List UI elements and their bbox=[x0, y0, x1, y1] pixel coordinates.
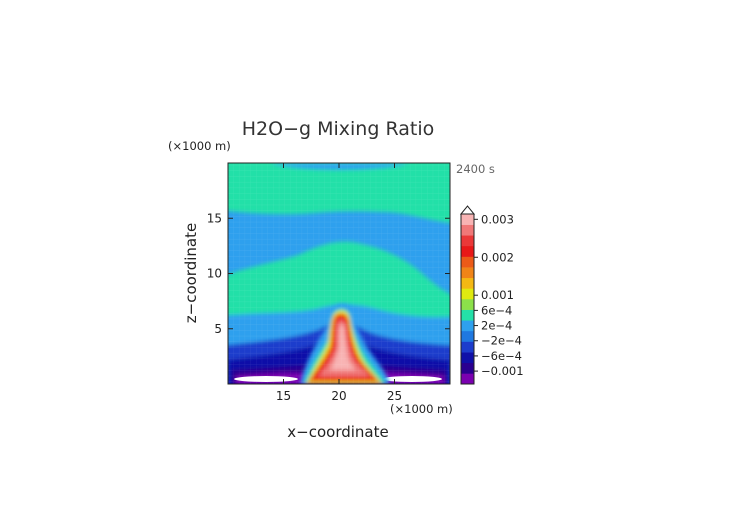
colorbar-overflow-arrow bbox=[459, 205, 476, 215]
colorbar-swatch bbox=[461, 341, 474, 353]
colorbar-swatch bbox=[461, 288, 474, 300]
time-label: 2400 s bbox=[456, 162, 495, 176]
chart-title: H2O−g Mixing Ratio bbox=[242, 118, 434, 140]
y-tick-label: 10 bbox=[207, 267, 222, 281]
colorbar-tick-label: 2e−4 bbox=[481, 319, 512, 333]
colorbar-tick-label: 0.003 bbox=[481, 212, 514, 226]
x-tick-label: 25 bbox=[387, 389, 402, 403]
colorbar-swatch bbox=[461, 362, 474, 374]
x-axis: 15 20 25 bbox=[276, 163, 402, 403]
x-units-label: (×1000 m) bbox=[390, 402, 453, 416]
colorbar-swatch bbox=[461, 267, 474, 279]
colorbar-swatch bbox=[461, 299, 474, 310]
colorbar-frame bbox=[460, 213, 475, 385]
colorbar-tick-label: −2e−4 bbox=[481, 334, 522, 348]
colorbar-swatch bbox=[461, 256, 474, 268]
colorbar-swatch bbox=[461, 309, 474, 321]
colorbar-swatch bbox=[461, 235, 474, 247]
plot-area bbox=[228, 163, 450, 384]
colorbar-tick-label: −6e−4 bbox=[481, 349, 522, 363]
colorbar-tick-label: 0.002 bbox=[481, 250, 514, 264]
colorbar-swatch bbox=[461, 352, 474, 364]
colorbar-tick-label: −0.001 bbox=[481, 364, 524, 378]
y-tick-label: 5 bbox=[214, 322, 222, 336]
colorbar-swatch bbox=[461, 330, 474, 342]
colorbar-swatch bbox=[461, 245, 474, 257]
colorbar-tick-label: 6e−4 bbox=[481, 303, 512, 317]
field-grid-overlay bbox=[228, 163, 450, 384]
y-units-label: (×1000 m) bbox=[168, 139, 231, 153]
y-axis: 5 10 15 bbox=[207, 211, 450, 336]
colorbar-tick-label: 0.001 bbox=[481, 288, 514, 302]
colorbar-swatch bbox=[461, 277, 474, 289]
x-tick-label: 15 bbox=[276, 389, 291, 403]
colorbar-swatch bbox=[461, 373, 474, 385]
colorbar-swatch bbox=[461, 214, 474, 225]
x-axis-label: x−coordinate bbox=[287, 423, 388, 441]
colorbar-swatch bbox=[461, 224, 474, 236]
y-axis-label: z−coordinate bbox=[182, 223, 200, 323]
y-tick-label: 15 bbox=[207, 211, 222, 225]
colorbar-swatch bbox=[461, 320, 474, 332]
x-tick-label: 20 bbox=[331, 389, 346, 403]
